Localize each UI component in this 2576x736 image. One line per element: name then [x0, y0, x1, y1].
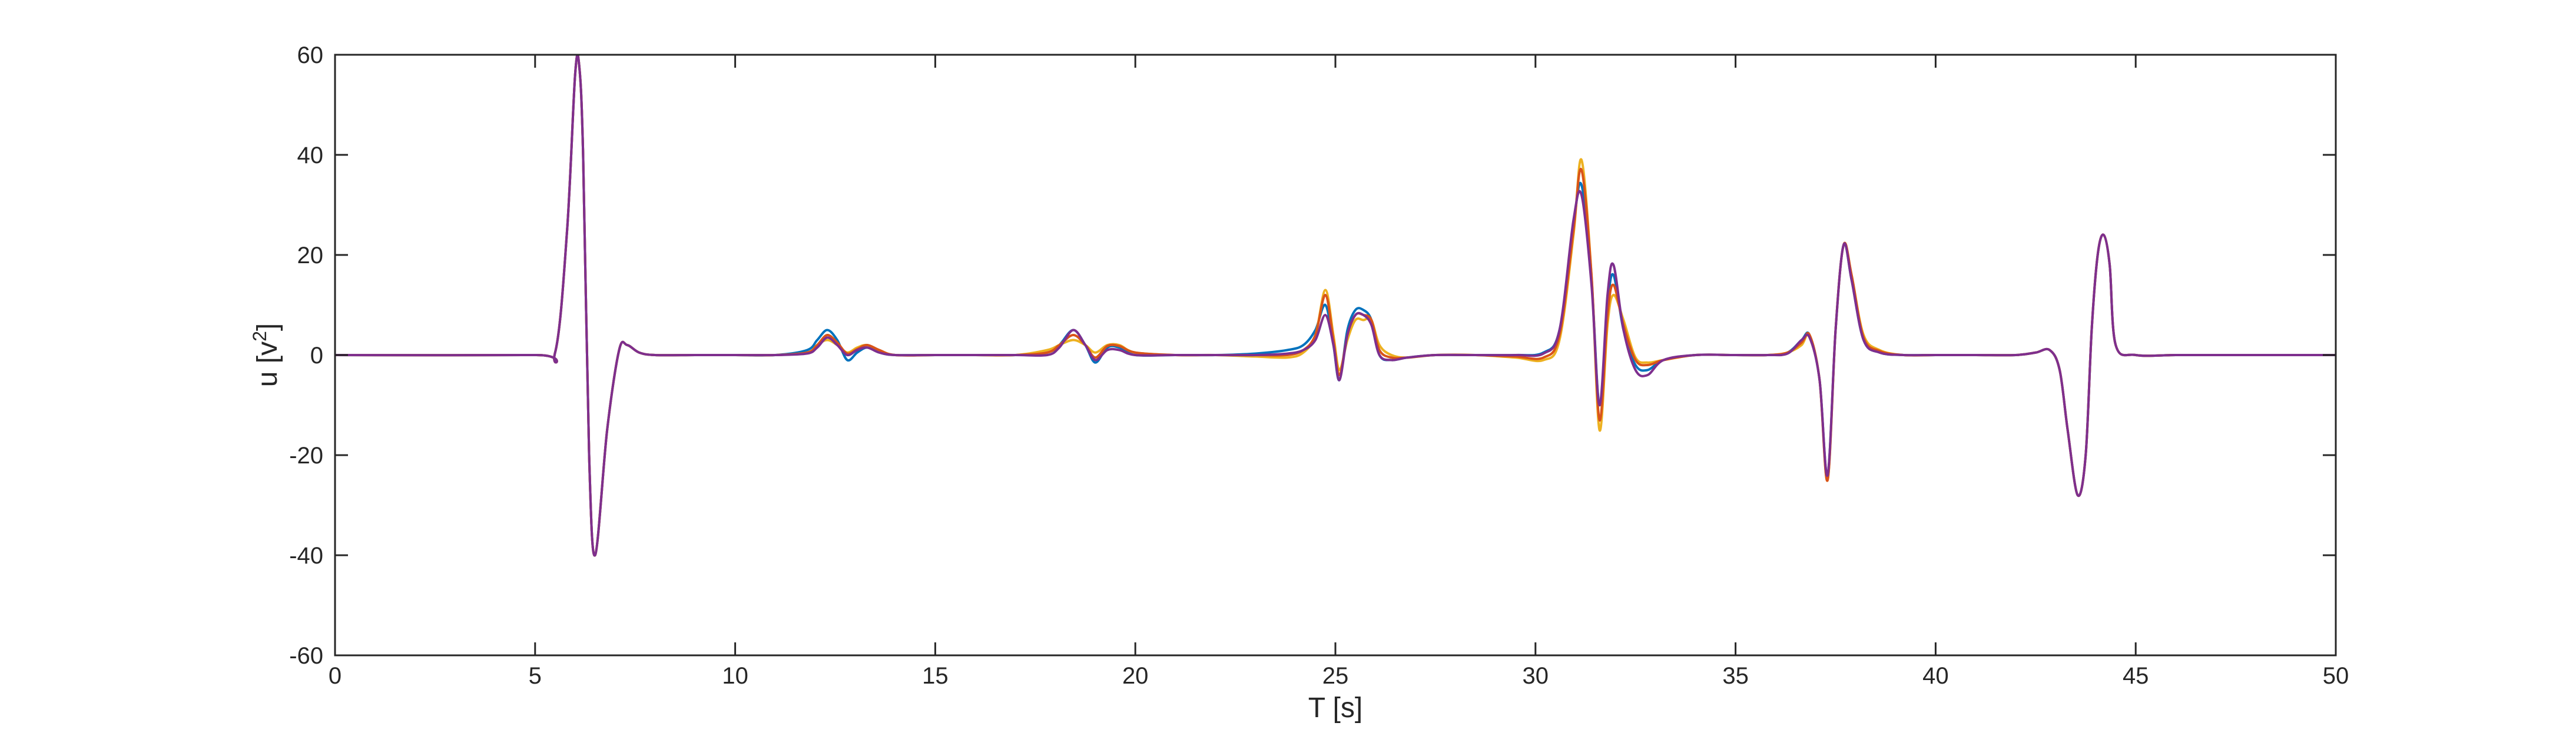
x-tick-label: 20 [1122, 663, 1149, 689]
series-line-4 [335, 55, 2336, 557]
y-tick-label: 40 [297, 142, 324, 168]
y-axis-label-base: u [v [252, 342, 283, 387]
x-tick-label: 40 [1922, 663, 1949, 689]
y-axis-label: u [v2] [249, 323, 283, 387]
x-axis-label: T [s] [1308, 692, 1362, 724]
y-tick-label: 20 [297, 243, 324, 268]
x-axis: 0 5 10 15 20 25 30 35 40 45 50 [329, 55, 2349, 689]
x-tick-label: 30 [1523, 663, 1549, 689]
y-tick-label: -60 [289, 643, 323, 669]
y-tick-label: 60 [297, 42, 324, 68]
series-layer [335, 55, 2336, 557]
y-tick-label: 0 [310, 343, 323, 369]
x-tick-label: 5 [529, 663, 542, 689]
y-tick-label: -20 [289, 443, 323, 469]
x-tick-label: 25 [1322, 663, 1349, 689]
x-tick-label: 0 [329, 663, 342, 689]
x-tick-label: 15 [922, 663, 949, 689]
y-axis: -60 -40 -20 0 20 40 60 [289, 42, 2336, 669]
x-tick-label: 50 [2323, 663, 2349, 689]
y-tick-label: -40 [289, 543, 323, 569]
x-tick-label: 35 [1722, 663, 1749, 689]
y-axis-label-superscript: 2 [249, 331, 270, 342]
x-tick-label: 10 [722, 663, 748, 689]
y-axis-label-close: ] [252, 323, 283, 331]
x-tick-label: 45 [2123, 663, 2149, 689]
